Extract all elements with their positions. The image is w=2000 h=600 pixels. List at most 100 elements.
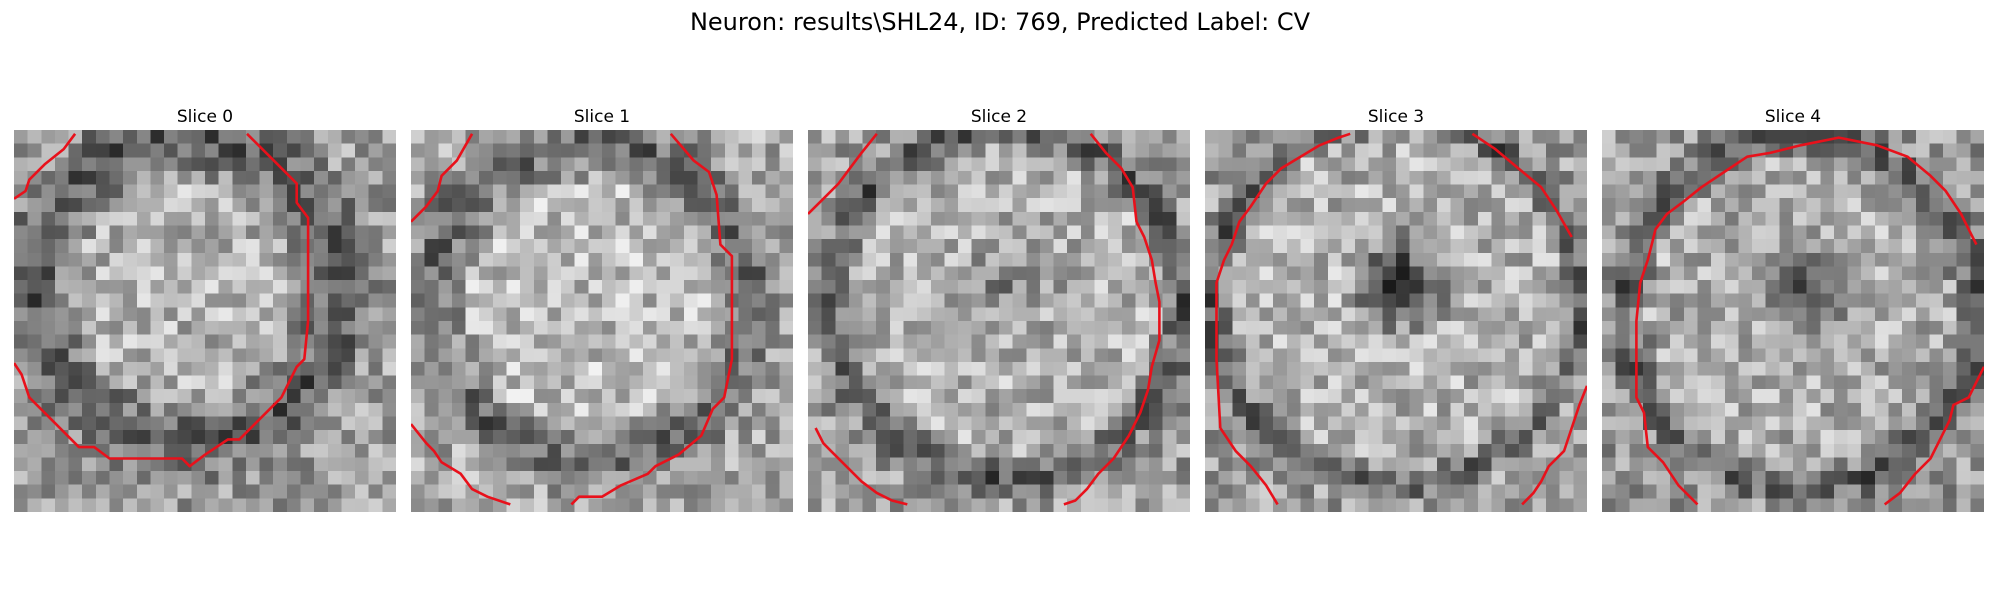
pixel-cell: [808, 471, 823, 486]
pixel-cell: [808, 375, 823, 390]
pixel-cell: [451, 252, 467, 268]
pixel-cell: [41, 416, 56, 431]
pixel-cell: [1080, 280, 1096, 295]
pixel-cell: [164, 498, 179, 512]
pixel-cell: [1656, 361, 1671, 377]
pixel-cell: [1149, 130, 1164, 145]
pixel-cell: [54, 252, 70, 268]
pixel-cell: [1026, 361, 1041, 377]
pixel-cell: [465, 361, 480, 377]
pixel-cell: [95, 280, 111, 295]
pixel-cell: [286, 321, 302, 336]
pixel-cell: [1135, 471, 1150, 486]
pixel-cell: [123, 157, 138, 172]
pixel-cell: [1382, 348, 1397, 363]
pixel-cell: [1245, 348, 1261, 363]
pixel-cell: [479, 157, 494, 172]
pixel-cell: [1970, 280, 1984, 295]
pixel-cell: [1833, 252, 1849, 268]
pixel-cell: [1205, 252, 1220, 268]
pixel-cell: [150, 334, 165, 349]
pixel-cell: [1559, 389, 1574, 404]
pixel-cell: [1259, 143, 1274, 158]
pixel-cell: [136, 184, 152, 199]
pixel-cell: [1382, 471, 1397, 486]
pixel-cell: [862, 184, 877, 199]
pixel-cell: [1039, 416, 1055, 431]
pixel-cell: [930, 334, 946, 349]
pixel-cell: [232, 334, 247, 349]
pixel-cell: [1670, 157, 1685, 172]
pixel-cell: [245, 498, 261, 512]
pixel-cell: [533, 443, 549, 459]
pixel-cell: [1121, 402, 1137, 418]
pixel-cell: [1327, 211, 1343, 227]
pixel-cell: [1176, 239, 1190, 254]
pixel-cell: [1820, 443, 1835, 459]
pixel-cell: [1026, 252, 1041, 268]
pixel-cell: [1149, 389, 1164, 404]
pixel-cell: [1683, 198, 1699, 213]
pixel-cell: [1355, 457, 1370, 472]
pixel-cell: [1518, 143, 1534, 158]
pixel-cell: [944, 157, 959, 172]
pixel-cell: [1327, 239, 1343, 254]
pixel-cell: [752, 293, 767, 308]
pixel-cell: [779, 307, 793, 322]
pixel-cell: [1697, 375, 1712, 390]
pixel-cell: [1559, 307, 1574, 322]
pixel-cell: [629, 375, 644, 390]
pixel-cell: [245, 430, 261, 445]
pixel-cell: [779, 239, 793, 254]
pixel-cell: [465, 184, 480, 199]
pixel-cell: [164, 457, 179, 472]
pixel-cell: [465, 416, 480, 431]
pixel-cell: [54, 430, 70, 445]
pixel-cell: [1327, 170, 1343, 186]
pixel-cell: [1642, 361, 1658, 377]
pixel-cell: [1396, 348, 1411, 363]
pixel-cell: [1656, 321, 1671, 336]
pixel-cell: [1450, 170, 1465, 186]
pixel-cell: [971, 170, 986, 186]
pixel-cell: [451, 307, 467, 322]
pixel-cell: [1847, 457, 1862, 472]
pixel-cell: [465, 375, 480, 390]
pixel-cell: [327, 348, 343, 363]
pixel-cell: [27, 498, 42, 512]
pixel-cell: [903, 416, 918, 431]
pixel-cell: [1012, 484, 1027, 499]
pixel-cell: [1368, 498, 1383, 512]
pixel-cell: [1314, 389, 1329, 404]
pixel-cell: [711, 280, 726, 295]
pixel-cell: [1518, 430, 1534, 445]
pixel-cell: [1382, 498, 1397, 512]
pixel-cell: [520, 184, 535, 199]
pixel-cell: [355, 471, 370, 486]
pixel-cell: [1491, 225, 1506, 240]
pixel-cell: [177, 198, 192, 213]
pixel-cell: [889, 321, 905, 336]
pixel-cell: [821, 130, 836, 145]
pixel-cell: [1176, 307, 1190, 322]
pixel-cell: [14, 225, 29, 240]
pixel-cell: [1067, 143, 1082, 158]
pixel-cell: [1176, 211, 1190, 227]
pixel-cell: [1341, 348, 1356, 363]
pixel-cell: [232, 416, 247, 431]
pixel-cell: [1232, 143, 1247, 158]
pixel-cell: [82, 170, 97, 186]
pixel-cell: [779, 252, 793, 268]
pixel-cell: [985, 198, 1000, 213]
pixel-cell: [765, 389, 780, 404]
pixel-cell: [1477, 211, 1493, 227]
pixel-cell: [1080, 498, 1096, 512]
pixel-cell: [574, 143, 589, 158]
pixel-cell: [1121, 225, 1137, 240]
pixel-cell: [533, 211, 549, 227]
pixel-cell: [1176, 157, 1190, 172]
pixel-cell: [205, 321, 220, 336]
pixel-cell: [355, 225, 370, 240]
pixel-cell: [259, 252, 274, 268]
pixel-cell: [314, 184, 329, 199]
